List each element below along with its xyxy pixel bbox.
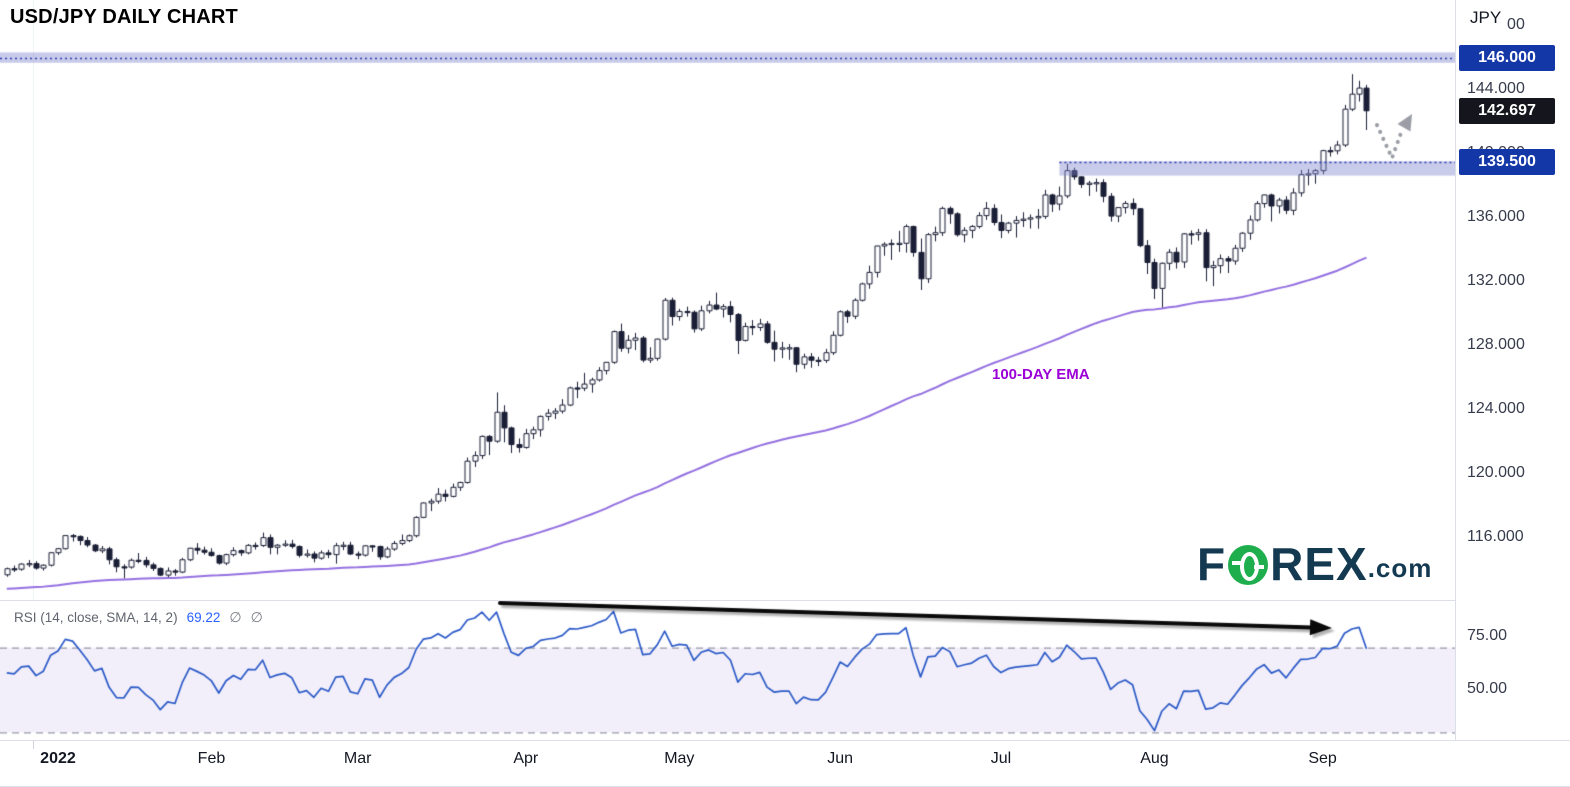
month-label: Jul bbox=[990, 750, 1012, 767]
forex-logo: F REX .com bbox=[1197, 541, 1432, 587]
rsi-hide-icon[interactable]: ∅ bbox=[250, 609, 263, 625]
price-tick-label: 132.000 bbox=[1467, 272, 1525, 289]
month-label: Sep bbox=[1308, 750, 1337, 767]
badge-support-139: 139.500 bbox=[1459, 149, 1555, 175]
price-tick-label: 120.000 bbox=[1467, 464, 1525, 481]
forex-logo-tld: .com bbox=[1367, 553, 1433, 583]
pane-separator[interactable] bbox=[0, 600, 1570, 601]
rsi-legend-label: RSI (14, close, SMA, 14, 2) bbox=[14, 610, 178, 625]
month-label: May bbox=[664, 750, 695, 767]
rsi-legend-value: 69.22 bbox=[186, 610, 221, 625]
axis-separator bbox=[0, 740, 1570, 741]
price-tick-label: 116.000 bbox=[1467, 528, 1524, 545]
forex-logo-coin-icon bbox=[1228, 545, 1269, 585]
currency-label: JPY bbox=[1468, 8, 1508, 32]
month-label: Apr bbox=[513, 750, 539, 767]
price-tick-label: 128.000 bbox=[1467, 336, 1525, 353]
rsi-tick-label: 50.00 bbox=[1467, 680, 1508, 697]
month-label: Mar bbox=[343, 750, 372, 767]
year-tick bbox=[33, 741, 34, 749]
month-label: 2022 bbox=[40, 750, 76, 767]
rsi-indicator-canvas[interactable] bbox=[0, 600, 1455, 740]
month-label: Feb bbox=[197, 750, 226, 767]
price-tick-label: 124.000 bbox=[1467, 400, 1525, 417]
rsi-tick-label: 75.00 bbox=[1467, 627, 1508, 644]
month-label: Aug bbox=[1140, 750, 1169, 767]
forex-logo-f: F bbox=[1197, 538, 1227, 590]
price-tick-label: 136.000 bbox=[1467, 208, 1525, 225]
rsi-legend: RSI (14, close, SMA, 14, 2) 69.22 ∅ ∅ bbox=[14, 609, 263, 626]
badge-resistance-146: 146.000 bbox=[1459, 45, 1555, 71]
price-axis[interactable]: JPY 148.000144.000140.000136.000132.0001… bbox=[1456, 0, 1570, 740]
month-label: Jun bbox=[827, 750, 854, 767]
forex-logo-rex: REX bbox=[1270, 538, 1368, 590]
time-axis[interactable]: 2022 Feb Mar Apr May Jun Jul Aug Sep bbox=[0, 741, 1570, 786]
badge-last-price: 142.697 bbox=[1459, 97, 1555, 124]
price-tick-label: 144.000 bbox=[1467, 80, 1525, 97]
price-axis-border bbox=[1455, 0, 1456, 740]
ema-label: 100-DAY EMA bbox=[992, 366, 1090, 383]
candlestick-chart-canvas[interactable] bbox=[0, 0, 1455, 600]
rsi-hide-icon[interactable]: ∅ bbox=[229, 609, 242, 625]
chart-title: USD/JPY DAILY CHART bbox=[10, 6, 238, 28]
